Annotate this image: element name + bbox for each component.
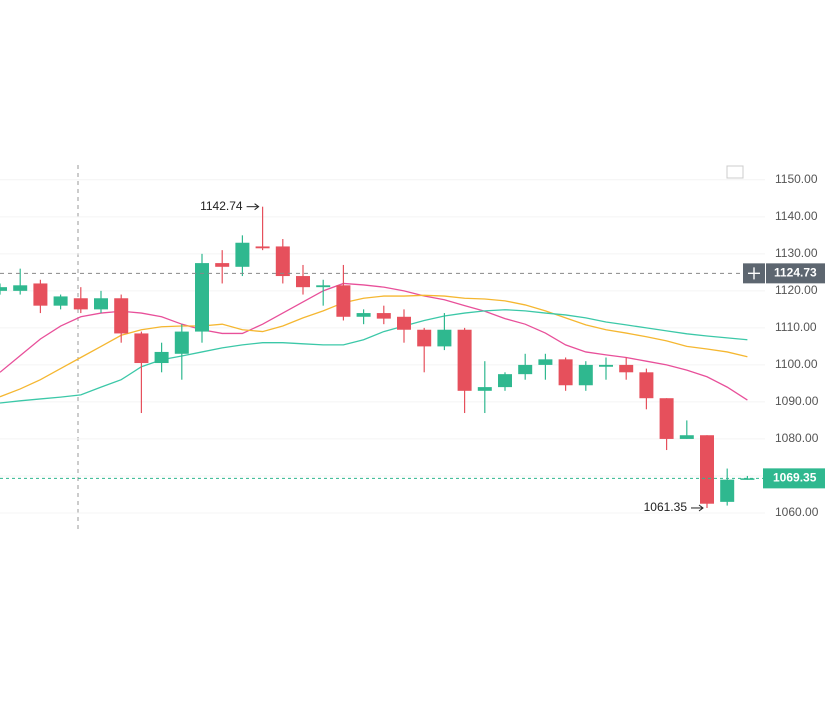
candle-body <box>457 329 472 391</box>
y-tick-label: 1100.00 <box>775 357 818 371</box>
y-tick-label: 1140.00 <box>775 209 818 223</box>
candle-body <box>679 435 694 439</box>
candle-body <box>578 364 593 386</box>
candle-body <box>740 478 755 480</box>
annotation-arrowhead <box>254 203 260 211</box>
y-tick-label: 1080.00 <box>775 431 819 445</box>
y-tick-label: 1130.00 <box>775 246 818 260</box>
candle-body <box>538 359 553 365</box>
y-tick-label: 1110.00 <box>775 320 817 334</box>
last-price: 1069.35 <box>773 471 817 485</box>
candle-body <box>275 246 290 277</box>
y-tick-label: 1060.00 <box>775 505 819 519</box>
candle-body <box>134 333 149 364</box>
candle-body <box>73 298 88 310</box>
candle-body <box>13 285 28 291</box>
moving-average <box>0 294 748 398</box>
candle-body <box>477 387 492 391</box>
candle-body <box>356 313 371 317</box>
candle-body <box>336 285 351 317</box>
candle-body <box>518 364 533 375</box>
candle-body <box>376 313 391 319</box>
scale-toggle[interactable] <box>726 165 744 179</box>
last-price-box <box>763 468 825 489</box>
annotation-arrowhead <box>698 504 704 512</box>
candle-body <box>700 435 714 504</box>
candle-body <box>619 364 634 373</box>
candle-body <box>53 296 68 306</box>
candle-body <box>235 242 250 267</box>
candle-body <box>659 398 674 439</box>
moving-average <box>0 309 748 404</box>
candle-body <box>599 364 613 367</box>
candle-body <box>498 374 512 388</box>
candle-body <box>639 372 654 399</box>
candle-body <box>316 285 331 288</box>
candle-body <box>255 246 270 249</box>
candle-body <box>0 287 7 291</box>
y-tick-label: 1150.00 <box>775 172 818 186</box>
candle-body <box>417 329 432 347</box>
candle-body <box>437 329 452 347</box>
low-label: 1061.35 <box>644 500 688 514</box>
y-tick-label: 1120.00 <box>775 283 818 297</box>
candle-body <box>558 359 573 386</box>
crosshair-price: 1124.73 <box>774 266 817 280</box>
y-tick-label: 1090.00 <box>775 394 819 408</box>
candle-body <box>33 283 48 306</box>
candle-body <box>114 298 129 334</box>
candle-body <box>195 263 209 332</box>
candle-body <box>397 316 411 330</box>
candle-body <box>174 331 189 354</box>
crosshair-price-box <box>766 263 825 284</box>
candle-body <box>720 479 735 502</box>
candle-body <box>94 298 108 310</box>
plus-icon <box>748 267 760 280</box>
candle-body <box>215 263 230 267</box>
candle-body <box>154 351 169 364</box>
high-label: 1142.74 <box>200 199 243 213</box>
candle-body <box>296 276 310 288</box>
